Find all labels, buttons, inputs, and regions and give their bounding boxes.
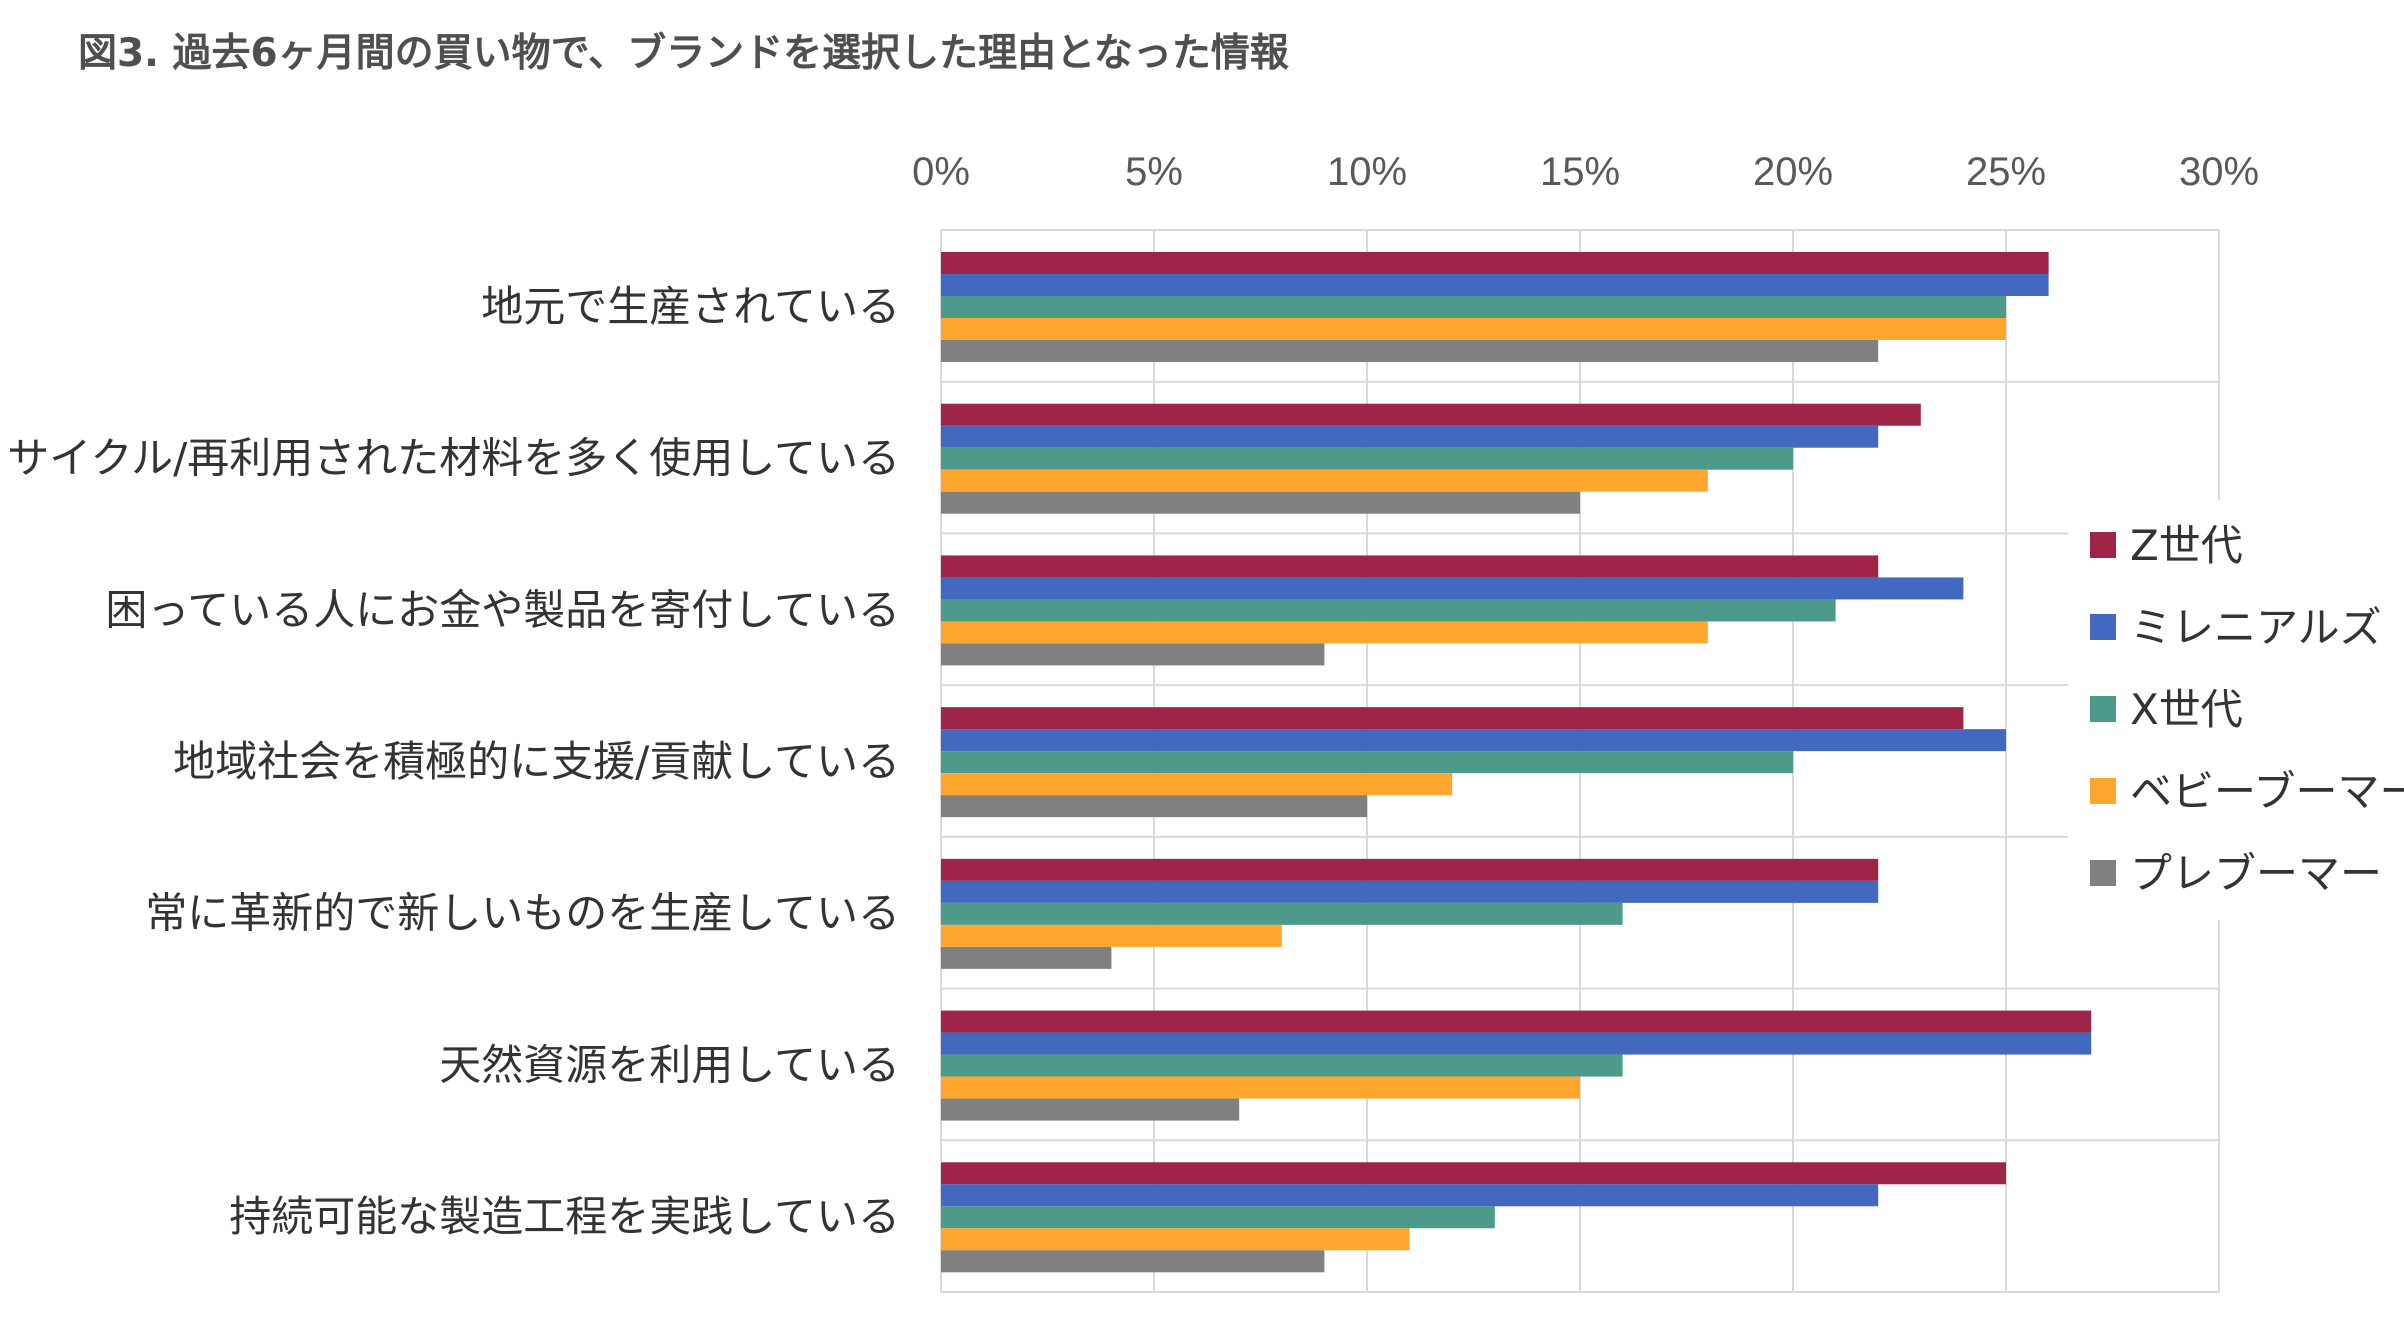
bar bbox=[941, 880, 1879, 903]
bar bbox=[941, 1054, 1623, 1077]
bar bbox=[941, 318, 2006, 340]
bar bbox=[941, 751, 1793, 774]
x-tick-label: 25% bbox=[1966, 150, 2046, 194]
bar bbox=[941, 1032, 2092, 1055]
bar bbox=[941, 1228, 1410, 1251]
legend-background bbox=[2068, 500, 2404, 920]
category-label: 地域社会を積極的に支援/貢献している bbox=[173, 737, 900, 786]
bar bbox=[941, 773, 1453, 796]
bar bbox=[941, 1076, 1580, 1099]
bar bbox=[941, 296, 2006, 318]
x-tick-label: 5% bbox=[1125, 150, 1183, 194]
bar bbox=[941, 274, 2049, 296]
legend-label: ベビーブーマー bbox=[2130, 767, 2404, 816]
legend-label: Z世代 bbox=[2130, 521, 2243, 570]
legend-swatch bbox=[2090, 778, 2116, 804]
bar bbox=[941, 1184, 1879, 1207]
category-label: 困っている人にお金や製品を寄付している bbox=[105, 585, 900, 634]
category-label: 地元で生産されている bbox=[481, 282, 900, 331]
x-axis-ticks: 0% 5% 10% 15% 20% 25% 30% bbox=[912, 150, 2259, 194]
bar bbox=[941, 729, 2006, 752]
legend-swatch bbox=[2090, 696, 2116, 722]
bar bbox=[941, 1098, 1240, 1121]
bar bbox=[941, 425, 1879, 448]
category-label: リサイクル/再利用された材料を多く使用している bbox=[0, 434, 900, 483]
legend-swatch bbox=[2090, 860, 2116, 886]
category-label: 常に革新的で新しいものを生産している bbox=[145, 889, 900, 938]
bar bbox=[941, 403, 1921, 426]
category-labels: 地元で生産されているリサイクル/再利用された材料を多く使用している困っている人に… bbox=[0, 282, 900, 1241]
bar bbox=[941, 795, 1367, 818]
bar bbox=[941, 1162, 2006, 1185]
bars bbox=[941, 252, 2092, 1273]
legend-label: プレブーマー bbox=[2130, 849, 2382, 898]
legend-swatch bbox=[2090, 532, 2116, 558]
category-label: 持続可能な製造工程を実践している bbox=[229, 1192, 900, 1241]
bar bbox=[941, 1206, 1495, 1229]
legend-label: ミレニアルズ bbox=[2130, 603, 2382, 652]
x-tick-label: 20% bbox=[1753, 150, 1833, 194]
x-tick-label: 0% bbox=[912, 150, 970, 194]
bar bbox=[941, 491, 1580, 514]
bar bbox=[941, 1250, 1325, 1273]
bar bbox=[941, 621, 1708, 644]
bar bbox=[941, 577, 1964, 600]
bar bbox=[941, 599, 1836, 622]
x-tick-label: 30% bbox=[2179, 150, 2259, 194]
bar bbox=[941, 902, 1623, 925]
legend-swatch bbox=[2090, 614, 2116, 640]
bar bbox=[941, 858, 1879, 881]
category-label: 天然資源を利用している bbox=[439, 1040, 900, 1089]
x-tick-label: 10% bbox=[1327, 150, 1407, 194]
bar bbox=[941, 469, 1708, 492]
bar bbox=[941, 1010, 2092, 1033]
bar bbox=[941, 555, 1879, 578]
bar bbox=[941, 924, 1282, 947]
bar bbox=[941, 252, 2049, 274]
bar bbox=[941, 707, 1964, 730]
bar bbox=[941, 447, 1793, 470]
legend-label: X世代 bbox=[2130, 685, 2243, 734]
x-tick-label: 15% bbox=[1540, 150, 1620, 194]
bar bbox=[941, 946, 1112, 969]
bar bbox=[941, 340, 1879, 362]
bar bbox=[941, 643, 1325, 666]
chart-title: 図3. 過去6ヶ月間の買い物で、ブランドを選択した理由となった情報 bbox=[78, 31, 1289, 76]
